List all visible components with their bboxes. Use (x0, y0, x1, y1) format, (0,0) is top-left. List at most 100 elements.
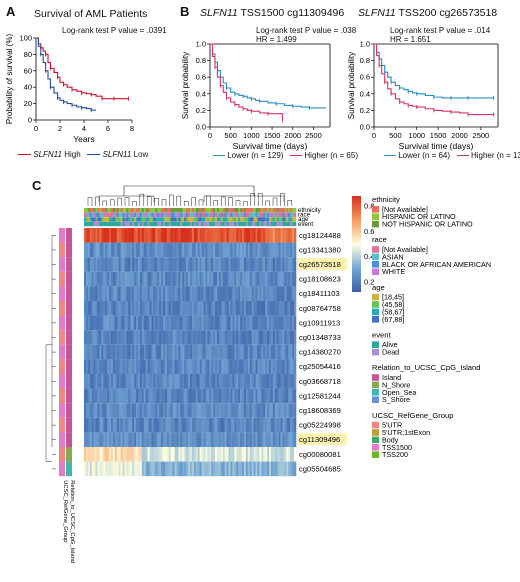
heatmap-cell (97, 257, 100, 272)
heatmap-cell (245, 374, 249, 389)
heatmap-cell (211, 359, 214, 374)
heatmap-cell (153, 403, 156, 418)
heatmap-cell (265, 359, 268, 374)
track-race-cell (280, 212, 283, 217)
heatmap-cell (270, 432, 274, 447)
heatmap-cell (184, 374, 187, 389)
track-event-cell (101, 221, 104, 227)
track-ethnicity-cell (211, 208, 214, 213)
track-age-cell (151, 217, 154, 222)
track-ethnicity-cell (99, 208, 102, 213)
heatmap-cell (290, 432, 293, 447)
heatmap-cell (87, 461, 91, 477)
heatmap-cell (288, 330, 291, 345)
heatmap-cell (164, 286, 168, 301)
track-race-cell (122, 212, 125, 217)
heatmap-cell (234, 359, 237, 374)
track-race-cell (236, 212, 239, 217)
heatmap-cell (105, 403, 108, 418)
heatmap-cell (259, 461, 262, 477)
heatmap-cell (228, 271, 231, 287)
heatmap-cell (218, 417, 222, 433)
heatmap-cell (112, 344, 116, 360)
heatmap-cell (276, 417, 279, 433)
heatmap-cell (213, 344, 216, 360)
heatmap-cell (101, 286, 104, 301)
heatmap-cell (205, 388, 208, 404)
track-event-cell (109, 221, 112, 227)
heatmap-cell (280, 432, 283, 447)
heatmap-cell (286, 374, 289, 389)
heatmap-cell (151, 447, 154, 462)
row-track-refgene-cell (59, 432, 65, 447)
heatmap-cell (134, 344, 137, 360)
heatmap-cell (209, 228, 212, 243)
heatmap-cell (178, 403, 181, 418)
heatmap-cell (170, 359, 173, 374)
track-age-cell (243, 217, 247, 222)
heatmap-cell (122, 271, 125, 287)
heatmap-cells (84, 228, 297, 477)
heatmap-cell (249, 447, 252, 462)
heatmap-cell (251, 359, 254, 374)
track-event-cell (134, 221, 137, 227)
track-event-cell (249, 221, 252, 227)
heatmap-cell (153, 359, 156, 374)
heatmap-cell (259, 271, 262, 287)
heatmap-cell (263, 330, 266, 345)
heatmap-cell (122, 403, 125, 418)
heatmap-cell (209, 330, 212, 345)
heatmap-cell (130, 228, 133, 243)
heatmap-cell (191, 344, 195, 360)
heatmap-cell (126, 257, 129, 272)
heatmap-cell (93, 447, 96, 462)
track-race-cell (190, 212, 193, 217)
track-ethnicity-cell (218, 208, 222, 213)
heatmap-cell (226, 388, 229, 404)
heatmap-cell (126, 242, 129, 258)
heatmap-cell (216, 257, 220, 272)
heatmap-cell (280, 461, 283, 477)
track-event-cell (89, 221, 93, 227)
heatmap-cell (110, 301, 114, 316)
heatmap-cell (188, 447, 191, 462)
heatmap-cell (166, 315, 170, 331)
heatmap-cell (182, 301, 185, 316)
track-race-cell (109, 212, 112, 217)
heatmap-cell (105, 388, 108, 404)
track-event-cell (234, 221, 237, 227)
track-ethnicity-cell (174, 208, 177, 213)
heatmap-cell (157, 417, 160, 433)
track-event-cell (251, 221, 254, 227)
heatmap-cell (188, 330, 191, 345)
heatmap-cell (110, 344, 114, 360)
heatmap-cell (139, 315, 143, 331)
heatmap-cell (161, 301, 164, 316)
heatmap-cell (126, 461, 129, 477)
heatmap-cell (97, 461, 100, 477)
track-ethnicity-cell (294, 208, 297, 213)
heatmap-cell (136, 403, 139, 418)
heatmap-cell (232, 359, 235, 374)
heatmap-cell (234, 461, 237, 477)
dendrogram-branch (220, 196, 226, 206)
heatmap-cell (232, 344, 235, 360)
heatmap-cell (234, 315, 237, 331)
heatmap-cell (176, 330, 179, 345)
track-ethnicity-cell (128, 208, 131, 213)
track-age-cell (199, 217, 202, 222)
heatmap-cell (267, 403, 270, 418)
heatmap-cell (132, 388, 135, 404)
row-track-cpg-cell (66, 301, 72, 316)
heatmap-cell (101, 315, 104, 331)
heatmap-cell (105, 417, 108, 433)
heatmap-cell (139, 257, 143, 272)
heatmap-cell (284, 447, 287, 462)
chart-b1-y-tick-label: 0.2 (196, 106, 206, 115)
heatmap-cell (270, 315, 274, 331)
heatmap-cell (176, 359, 179, 374)
heatmap-cell (234, 374, 237, 389)
heatmap-cell (114, 374, 118, 389)
heatmap-cell (184, 447, 187, 462)
heatmap-cell (284, 257, 287, 272)
